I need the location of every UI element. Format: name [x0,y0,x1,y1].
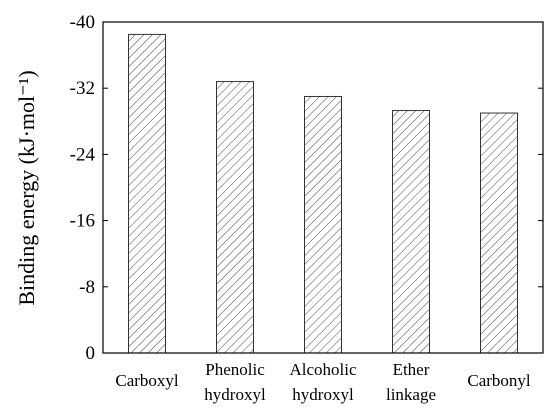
x-tick-label: Carbonyl [467,371,531,390]
x-tick-label: Ether linkage [386,360,436,404]
y-tick-label: 0 [86,343,96,364]
y-tick-label: -24 [70,144,96,165]
bar [392,110,430,354]
bar [480,112,518,354]
x-tick-label: Phenolic hydroxyl [204,360,266,404]
x-tick-label: Carboxyl [115,371,179,390]
y-tick-label: -32 [70,78,95,99]
y-tick-label: -16 [70,211,95,232]
bar [216,81,254,354]
y-tick-label: -8 [79,277,95,298]
bar [304,95,342,354]
y-axis-label: Binding energy (kJ·mol⁻¹) [14,70,39,305]
plot-frame [102,21,544,354]
bar [128,33,166,354]
x-tick-label: Alcoholic hydroxyl [289,360,356,404]
y-tick-label: -40 [70,12,95,33]
